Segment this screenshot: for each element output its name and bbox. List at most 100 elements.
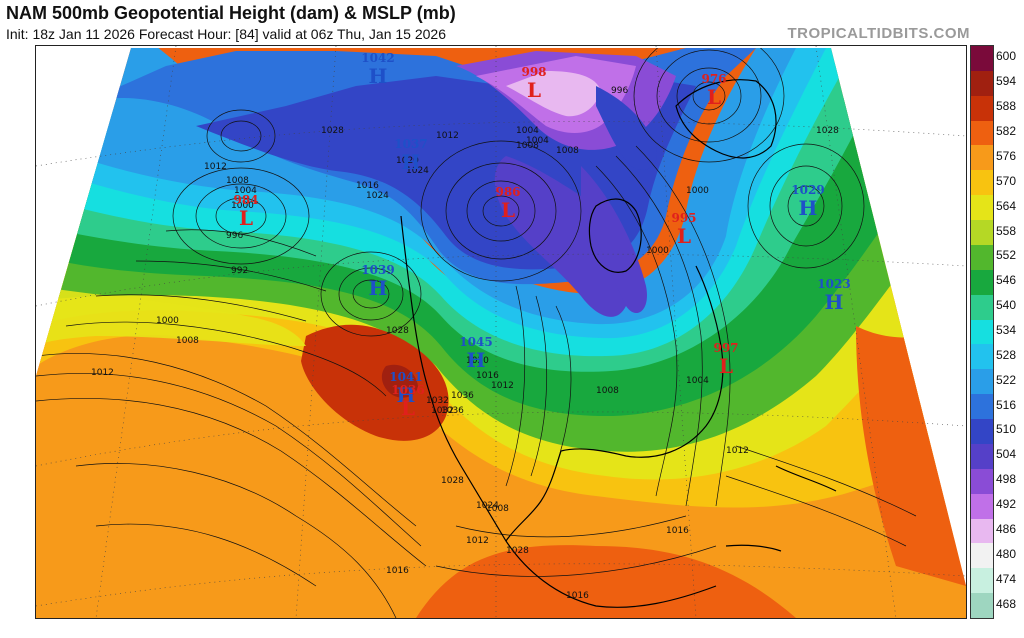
pressure-value: 1036 [391, 383, 425, 397]
colorbar-swatch [971, 145, 993, 171]
height-field [36, 48, 966, 618]
isobar-label: 1036 [441, 406, 464, 416]
pressure-value: 1029 [791, 183, 825, 197]
pressure-letter: H [824, 290, 844, 314]
isobar-label: 1012 [491, 381, 514, 391]
high-pressure-center: 1041 H [386, 370, 426, 407]
colorbar-label: 576 [996, 148, 1017, 163]
isobar-label: 1000 [686, 186, 709, 196]
colorbar-swatch [971, 269, 993, 296]
isobar-label: 1008 [486, 504, 509, 514]
high-pressure-center: 1042 H [358, 51, 398, 88]
isobar-label: 1032 [431, 406, 454, 416]
colorbar-label: 588 [996, 99, 1017, 114]
pressure-value: 984 [233, 193, 259, 207]
low-pressure-center: 984 L [226, 193, 266, 230]
pressure-letter: H [368, 276, 388, 300]
colorbar-swatch [971, 319, 993, 345]
colorbar-swatch [971, 568, 993, 594]
colorbar-swatch [971, 344, 993, 370]
pressure-value: 1039 [361, 263, 395, 277]
isobar-label: 1000 [231, 201, 254, 211]
pressure-value: 995 [671, 211, 697, 225]
high-pressure-center: 1039 H [358, 263, 398, 300]
isobar-label: 1004 [686, 376, 709, 386]
colorbar-label: 528 [996, 347, 1017, 362]
pressure-value: 1037 [394, 137, 428, 151]
colorbar-swatch [971, 493, 993, 519]
colorbar-label: 480 [996, 546, 1017, 561]
isobar-label: 1028 [386, 326, 409, 336]
high-pressure-center: 1023 H [814, 277, 854, 314]
isobar-label: 1012 [726, 446, 749, 456]
colorbar [970, 45, 994, 619]
low-pressure-center: 995 L [664, 211, 704, 248]
isobar-label: 1012 [436, 131, 459, 141]
isobar-label: 1012 [91, 368, 114, 378]
colorbar-swatch [971, 468, 993, 495]
pressure-letter: H [396, 383, 416, 407]
pressure-letter: L [706, 85, 722, 109]
weather-map: 1012 1008 1004 1000 996 992 1000 1008 1012 1016 10… [35, 45, 967, 619]
colorbar-label: 546 [996, 273, 1017, 288]
pressure-letter: H [401, 150, 421, 174]
isobar-label: 1024 [406, 166, 429, 176]
pressure-letter: H [798, 196, 818, 220]
colorbar-label: 522 [996, 372, 1017, 387]
isobar-label: 1004 [516, 126, 539, 136]
pressure-letter: L [238, 206, 254, 230]
isobar-label: 1012 [204, 162, 227, 172]
colorbar-label: 486 [996, 521, 1017, 536]
high-pressure-center: 1037 H [391, 137, 431, 174]
pressure-value: 1045 [459, 335, 493, 349]
colorbar-label: 594 [996, 74, 1017, 89]
pressure-letter: L [526, 78, 542, 102]
pressure-value: 1042 [361, 51, 395, 65]
colorbar-swatch [971, 120, 993, 146]
isobar-label: 1008 [596, 386, 619, 396]
isobar-label: 1008 [516, 141, 539, 151]
pressure-letter: L [718, 354, 734, 378]
isobar-label: 1016 [476, 371, 499, 381]
isobar-label: 1020 [466, 356, 489, 366]
low-pressure-center: 976 L [694, 73, 734, 109]
colorbar-label: 558 [996, 223, 1017, 238]
low-pressure-center: 1036 L [388, 383, 428, 420]
map-title: NAM 500mb Geopotential Height (dam) & MS… [6, 3, 456, 23]
lat-lon-grid [36, 46, 966, 618]
colorbar-label: 552 [996, 248, 1017, 263]
isobar-label: 996 [226, 231, 244, 241]
isobar-label: 1008 [226, 176, 249, 186]
high-pressure-center: 1029 H [788, 183, 828, 220]
colorbar-swatch [971, 369, 993, 395]
isobar-label: 1016 [666, 526, 689, 536]
colorbar-swatch [971, 195, 993, 221]
pressure-value: 998 [521, 65, 547, 79]
colorbar-swatch [971, 394, 993, 420]
colorbar-label: 492 [996, 497, 1017, 512]
pressure-value: 1041 [389, 370, 423, 384]
colorbar-swatch [971, 220, 993, 246]
isobar-label: 1036 [451, 391, 474, 401]
pressure-value: 997 [713, 341, 739, 355]
colorbar-label: 564 [996, 198, 1017, 213]
brand-logo[interactable]: TROPICALTIDBITS.COM [787, 25, 970, 42]
isobar-label: 1000 [156, 316, 179, 326]
isobar-label: 992 [231, 266, 249, 276]
pressure-value: 1023 [817, 277, 851, 291]
low-pressure-center: 998 L [514, 65, 554, 102]
isobar-label: 1008 [176, 336, 199, 346]
colorbar-label: 504 [996, 447, 1017, 462]
high-pressure-center: 1045 H [456, 335, 496, 372]
pressure-letter: L [400, 396, 416, 420]
map-subtitle: Init: 18z Jan 11 2026 Forecast Hour: [84… [6, 26, 446, 42]
colorbar-label: 474 [996, 571, 1017, 586]
colorbar-swatch [971, 419, 993, 445]
isobar-label: 1008 [556, 146, 579, 156]
isobar-label: 1024 [476, 501, 499, 511]
isobar-label: 1016 [386, 566, 409, 576]
colorbar-swatch [971, 95, 993, 122]
isobar-label: 1004 [526, 136, 549, 146]
colorbar-swatch [971, 244, 993, 271]
isobar-label: 1028 [506, 546, 529, 556]
